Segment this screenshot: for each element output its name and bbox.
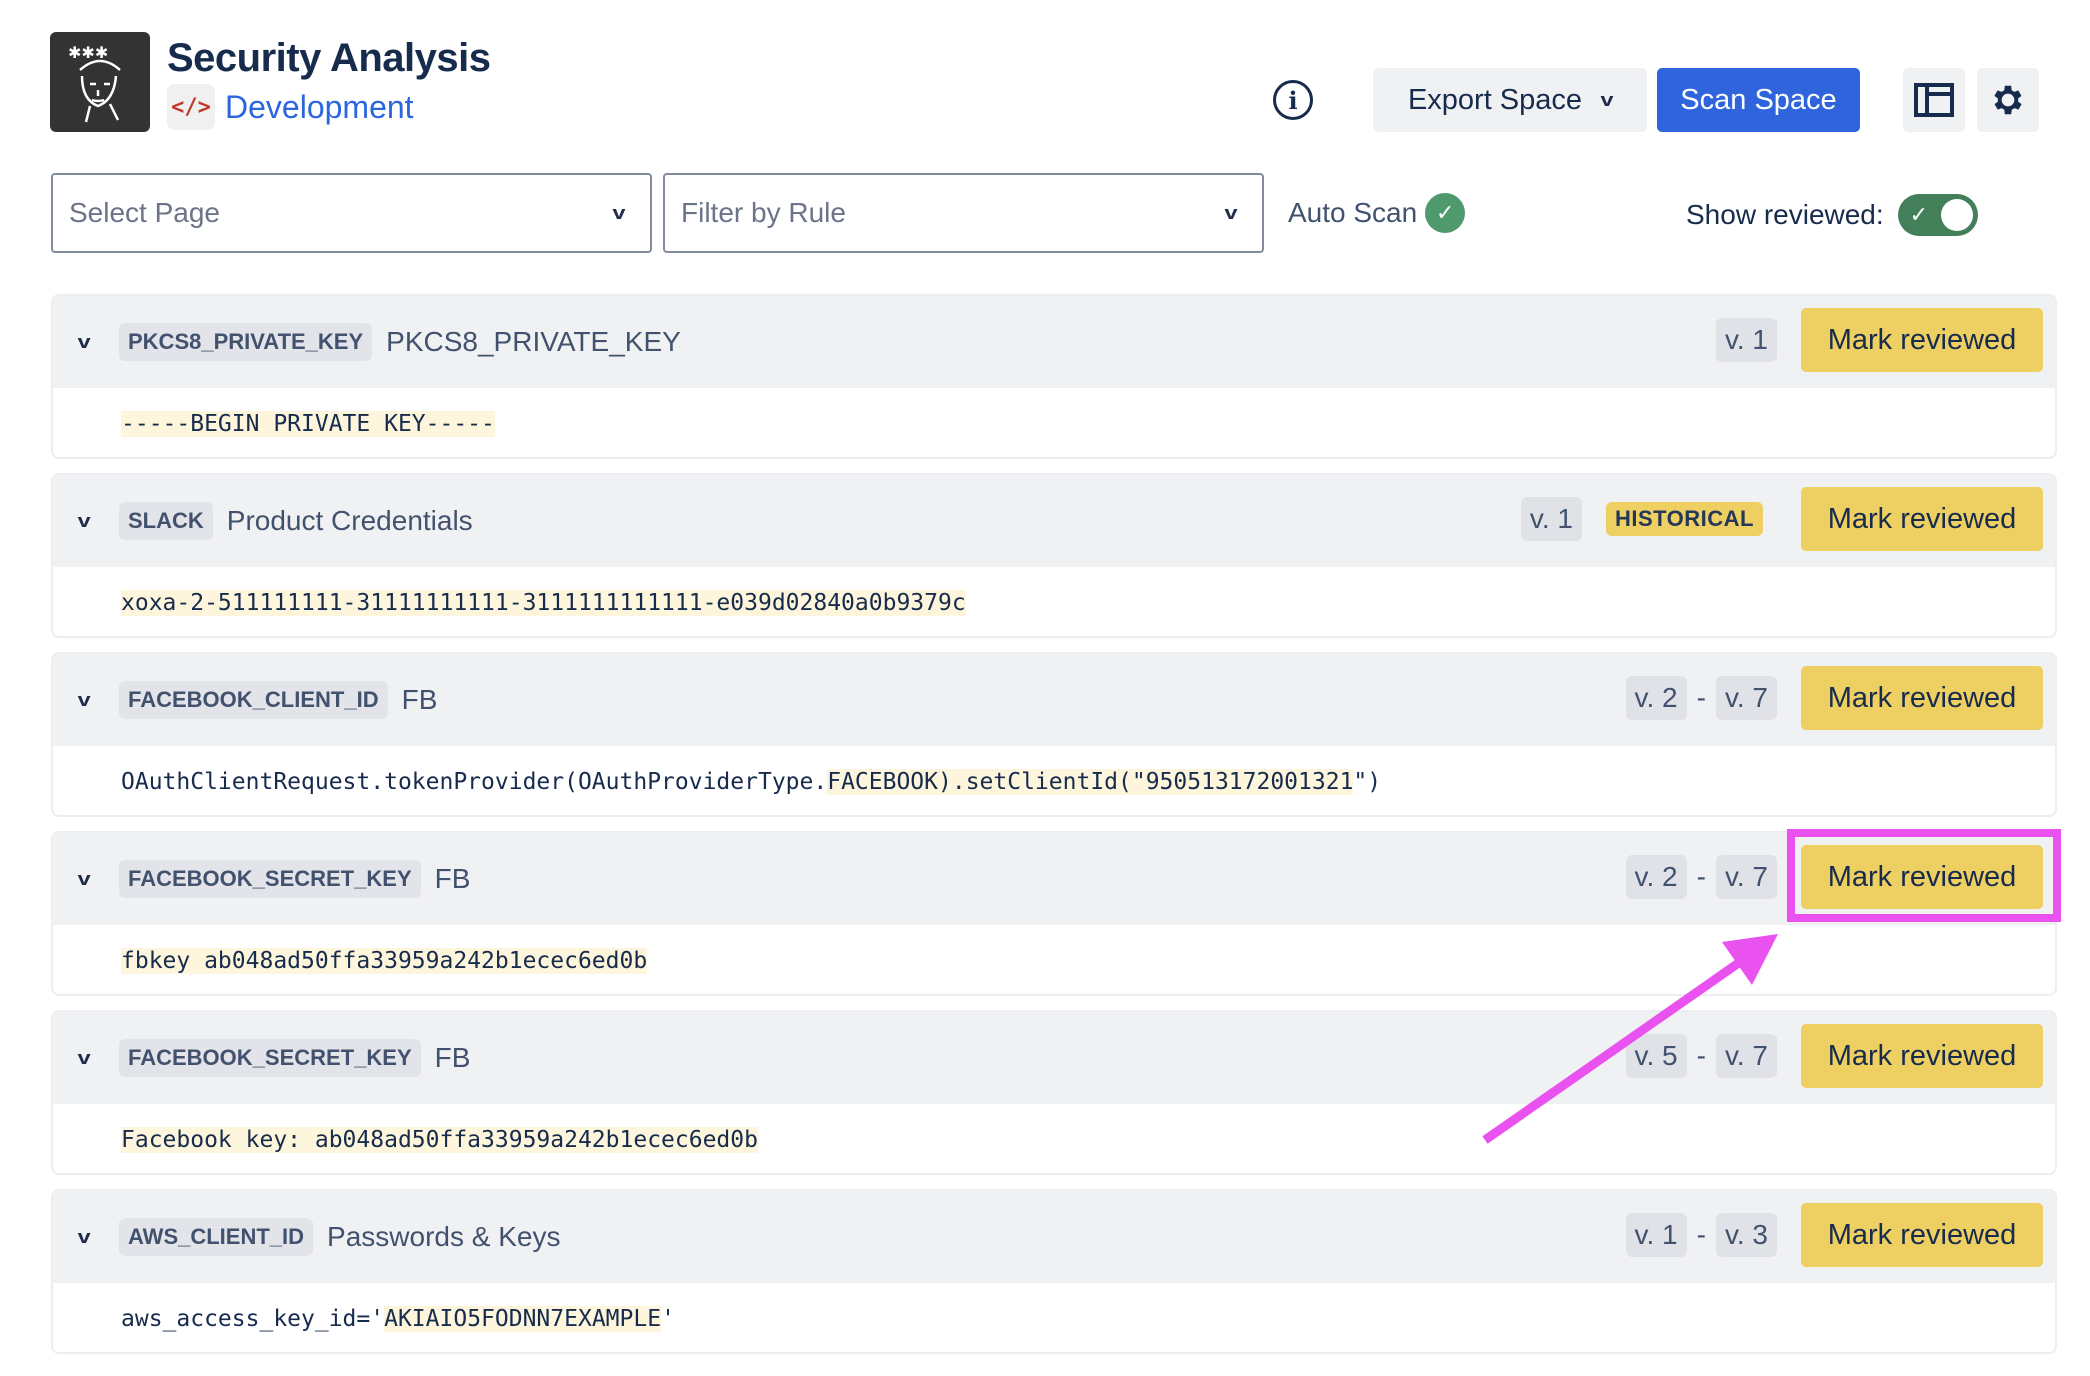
rule-tag: FACEBOOK_SECRET_KEY [119,860,421,898]
select-page-dropdown[interactable]: Select Page v [51,173,652,253]
code-match: fbkey ab048ad50ffa33959a242b1ecec6ed0b [121,947,648,974]
chevron-down-icon[interactable]: v [77,1047,91,1068]
rule-tag: SLACK [119,502,213,540]
code-match: -----BEGIN PRIVATE KEY----- [121,410,495,437]
version-separator: - [1696,1219,1706,1250]
version-separator: - [1696,861,1706,892]
chevron-down-icon: v [612,202,626,223]
rule-tag: PKCS8_PRIVATE_KEY [119,323,373,361]
code-suffix: ") [1353,768,1382,795]
mark-reviewed-button[interactable]: Mark reviewed [1801,1203,2043,1267]
rule-tag: AWS_CLIENT_ID [119,1218,314,1256]
version-badge: v. 7 [1715,1034,1777,1078]
mark-reviewed-button[interactable]: Mark reviewed [1801,666,2043,730]
annotation-highlight-box [1787,829,2061,922]
mark-reviewed-button[interactable]: Mark reviewed [1801,487,2043,551]
finding-header[interactable]: v PKCS8_PRIVATE_KEY PKCS8_PRIVATE_KEY v.… [53,296,2055,388]
info-icon[interactable]: i [1273,80,1313,120]
chevron-down-icon[interactable]: v [77,331,91,352]
finding-card: v FACEBOOK_SECRET_KEY FB v. 2- v. 7 Mark … [51,831,2057,996]
export-label: Export Space [1407,83,1583,116]
historical-badge: HISTORICAL [1605,502,1763,536]
mark-reviewed-button[interactable]: Mark reviewed [1801,1024,2043,1088]
svg-text:✱✱✱: ✱✱✱ [68,43,108,62]
finding-header[interactable]: v FACEBOOK_SECRET_KEY FB v. 5- v. 7 Mark … [53,1012,2055,1104]
finding-header[interactable]: v SLACK Product Credentials v. 1 HISTORIC… [53,475,2055,567]
select-page-placeholder: Select Page [69,197,220,228]
check-icon: ✓ [1909,202,1929,227]
version-badge: v. 1 [1520,497,1582,541]
code-prefix: aws_access_key_id=' [121,1305,385,1332]
code-match: AKIAIO5FODNN7EXAMPLE [384,1305,662,1332]
version-badge: v. 1 [1625,1213,1687,1257]
code-suffix: ' [661,1305,675,1332]
filter-rule-placeholder: Filter by Rule [681,197,846,228]
version-badge: v. 1 [1715,318,1777,362]
code-match: Facebook key: ab048ad50ffa33959a242b1ece… [121,1126,758,1153]
code-snippet: OAuthClientRequest.tokenProvider(OAuthPr… [53,746,2055,815]
code-prefix: OAuthClientRequest.tokenProvider(OAuthPr… [121,768,828,795]
chevron-down-icon[interactable]: v [77,510,91,531]
rule-tag: FACEBOOK_SECRET_KEY [119,1039,421,1077]
version-separator: - [1696,1040,1706,1071]
filter-rule-dropdown[interactable]: Filter by Rule v [663,173,1264,253]
mark-reviewed-button[interactable]: Mark reviewed [1801,308,2043,372]
chevron-down-icon[interactable]: v [77,868,91,889]
export-space-button[interactable]: Export Space v [1373,68,1647,132]
version-badge: v. 2 [1625,855,1687,899]
finding-name: Passwords & Keys [327,1221,561,1252]
finding-header[interactable]: v FACEBOOK_SECRET_KEY FB v. 2- v. 7 Mark … [53,833,2055,925]
auto-scan-status: Auto Scan ✓ [1288,193,1466,233]
app-logo: ✱✱✱ [50,32,150,132]
chevron-down-icon: v [1224,202,1238,223]
mark-reviewed-button[interactable]: Mark reviewed [1801,845,2043,909]
version-badge: v. 3 [1715,1213,1777,1257]
code-snippet: xoxa-2-511111111-31111111111-31111111111… [53,567,2055,636]
space-link[interactable]: </> Development [167,84,414,130]
chevron-down-icon: v [1600,89,1614,110]
show-reviewed: Show reviewed: ✓ [1686,194,1978,236]
version-badge: v. 5 [1625,1034,1687,1078]
show-reviewed-toggle[interactable]: ✓ [1897,194,1978,236]
code-snippet: -----BEGIN PRIVATE KEY----- [53,388,2055,457]
scan-space-button[interactable]: Scan Space [1657,68,1860,132]
chevron-down-icon[interactable]: v [77,1226,91,1247]
code-match: xoxa-2-511111111-31111111111-31111111111… [121,589,966,616]
version-badge: v. 7 [1715,855,1777,899]
finding-card: v FACEBOOK_SECRET_KEY FB v. 5- v. 7 Mark … [51,1010,2057,1175]
finding-name: Product Credentials [226,505,473,536]
finding-header[interactable]: v AWS_CLIENT_ID Passwords & Keys v. 1- v.… [53,1191,2055,1283]
version-badge: v. 2 [1625,676,1687,720]
code-snippet: Facebook key: ab048ad50ffa33959a242b1ece… [53,1104,2055,1173]
finding-name: FB [434,1042,471,1073]
settings-button[interactable] [1977,68,2039,132]
version-separator: - [1696,682,1706,713]
finding-header[interactable]: v FACEBOOK_CLIENT_ID FB v. 2- v. 7 Mark r… [53,654,2055,746]
finding-name: FB [401,684,438,715]
check-circle-icon: ✓ [1425,193,1466,233]
layout-toggle-button[interactable] [1903,68,1965,132]
code-icon: </> [167,84,215,130]
code-snippet: fbkey ab048ad50ffa33959a242b1ecec6ed0b [53,925,2055,994]
show-reviewed-label: Show reviewed: [1686,199,1884,230]
code-snippet: aws_access_key_id=' AKIAIO5FODNN7EXAMPLE ' [53,1283,2055,1352]
code-match: FACEBOOK).setClientId("950513172001321 [827,768,1354,795]
version-badge: v. 7 [1715,676,1777,720]
finding-name: FB [434,863,471,894]
finding-card: v SLACK Product Credentials v. 1 HISTORIC… [51,473,2057,638]
finding-name: PKCS8_PRIVATE_KEY [386,326,681,357]
rule-tag: FACEBOOK_CLIENT_ID [119,681,388,719]
page-title: Security Analysis [167,36,491,80]
chevron-down-icon[interactable]: v [77,689,91,710]
finding-card: v PKCS8_PRIVATE_KEY PKCS8_PRIVATE_KEY v.… [51,294,2057,459]
sidebar-layout-icon [1914,83,1954,117]
finding-card: v FACEBOOK_CLIENT_ID FB v. 2- v. 7 Mark r… [51,652,2057,817]
gear-icon [1994,85,2022,115]
space-name[interactable]: Development [225,88,414,125]
finding-card: v AWS_CLIENT_ID Passwords & Keys v. 1- v.… [51,1189,2057,1354]
auto-scan-label: Auto Scan [1288,197,1418,228]
